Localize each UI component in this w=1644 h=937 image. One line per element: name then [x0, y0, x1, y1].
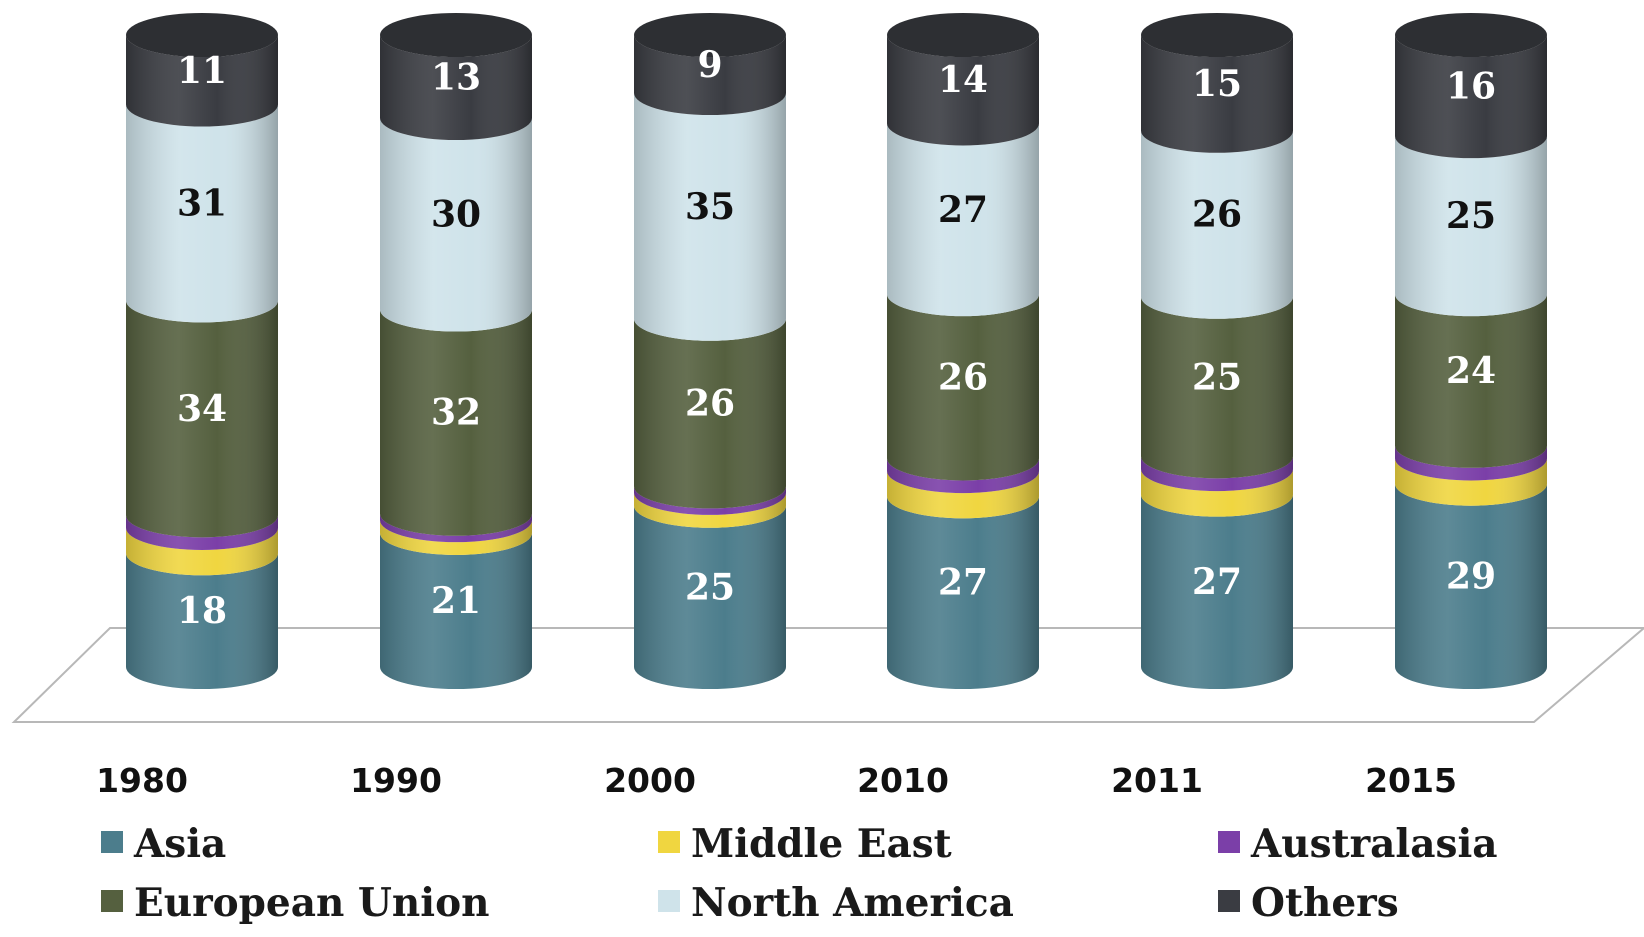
x-tick-label: 1980 — [96, 761, 188, 800]
legend-swatch — [1218, 831, 1240, 853]
bars-layer: 1834311121323013252635927262714272526152… — [126, 13, 1547, 689]
bar-top-cap — [887, 13, 1039, 57]
legend-item-asia: Asia — [101, 821, 226, 867]
data-label-european-union-2000: 26 — [685, 383, 735, 425]
legend-item-australasia: Australasia — [1218, 821, 1498, 867]
data-label-others-1980: 11 — [177, 50, 227, 92]
legend-label: Middle East — [691, 821, 952, 867]
legend-label: Australasia — [1250, 821, 1498, 867]
legend-item-middle-east: Middle East — [658, 821, 952, 867]
legend-swatch — [658, 831, 680, 853]
data-label-others-2000: 9 — [697, 44, 722, 86]
legend-swatch — [101, 890, 123, 912]
data-label-asia-2000: 25 — [685, 566, 735, 608]
x-tick-label: 1990 — [350, 761, 442, 800]
data-label-european-union-2015: 24 — [1446, 350, 1496, 392]
bar-2010: 27 26 27 14 — [887, 13, 1039, 689]
data-label-european-union-1980: 34 — [177, 388, 227, 430]
data-label-asia-2011: 27 — [1192, 561, 1242, 603]
legend-label: Asia — [133, 821, 226, 867]
legend-swatch — [101, 831, 123, 853]
bar-top-cap — [380, 13, 532, 57]
x-tick-label: 2000 — [604, 761, 696, 800]
legend-item-north-america: North America — [658, 880, 1014, 926]
legend: Asia Middle East Australasia European Union… — [101, 821, 1498, 926]
legend-swatch — [658, 890, 680, 912]
bar-1980: 18 34 31 11 — [126, 13, 278, 689]
bar-top-cap — [1395, 13, 1547, 57]
x-tick-label: 2011 — [1111, 761, 1203, 800]
bar-top-cap — [1141, 13, 1293, 57]
data-label-european-union-2011: 25 — [1192, 357, 1242, 399]
data-label-north-america-1980: 31 — [177, 182, 227, 224]
x-tick-label: 2010 — [857, 761, 949, 800]
x-axis-labels: 1980 1990 2000 2010 2011 2015 — [96, 761, 1457, 800]
bar-1990: 21 32 30 13 — [380, 13, 532, 689]
data-label-asia-2015: 29 — [1446, 555, 1496, 597]
legend-label: European Union — [134, 880, 489, 926]
data-label-others-2015: 16 — [1446, 66, 1496, 108]
data-label-north-america-2010: 27 — [938, 189, 988, 231]
legend-swatch — [1218, 890, 1240, 912]
data-label-asia-1990: 21 — [431, 580, 481, 622]
data-label-others-1990: 13 — [431, 56, 481, 98]
bar-2011: 27 25 26 15 — [1141, 13, 1293, 689]
legend-item-others: Others — [1218, 880, 1399, 926]
data-label-north-america-1990: 30 — [431, 194, 481, 236]
bar-2000: 25 26 35 9 — [634, 13, 786, 689]
data-label-asia-1980: 18 — [177, 590, 227, 632]
legend-label: Others — [1251, 880, 1399, 926]
bar-2015: 29 24 25 16 — [1395, 13, 1547, 689]
legend-item-european-union: European Union — [101, 880, 489, 926]
data-label-north-america-2011: 26 — [1192, 194, 1242, 236]
x-tick-label: 2015 — [1365, 761, 1457, 800]
legend-label: North America — [691, 880, 1014, 926]
data-label-north-america-2015: 25 — [1446, 195, 1496, 237]
data-label-asia-2010: 27 — [938, 562, 988, 604]
data-label-north-america-2000: 35 — [685, 186, 735, 228]
data-label-european-union-2010: 26 — [938, 356, 988, 398]
data-label-european-union-1990: 32 — [431, 392, 481, 434]
data-label-others-2010: 14 — [938, 59, 988, 101]
data-label-others-2011: 15 — [1192, 63, 1242, 105]
